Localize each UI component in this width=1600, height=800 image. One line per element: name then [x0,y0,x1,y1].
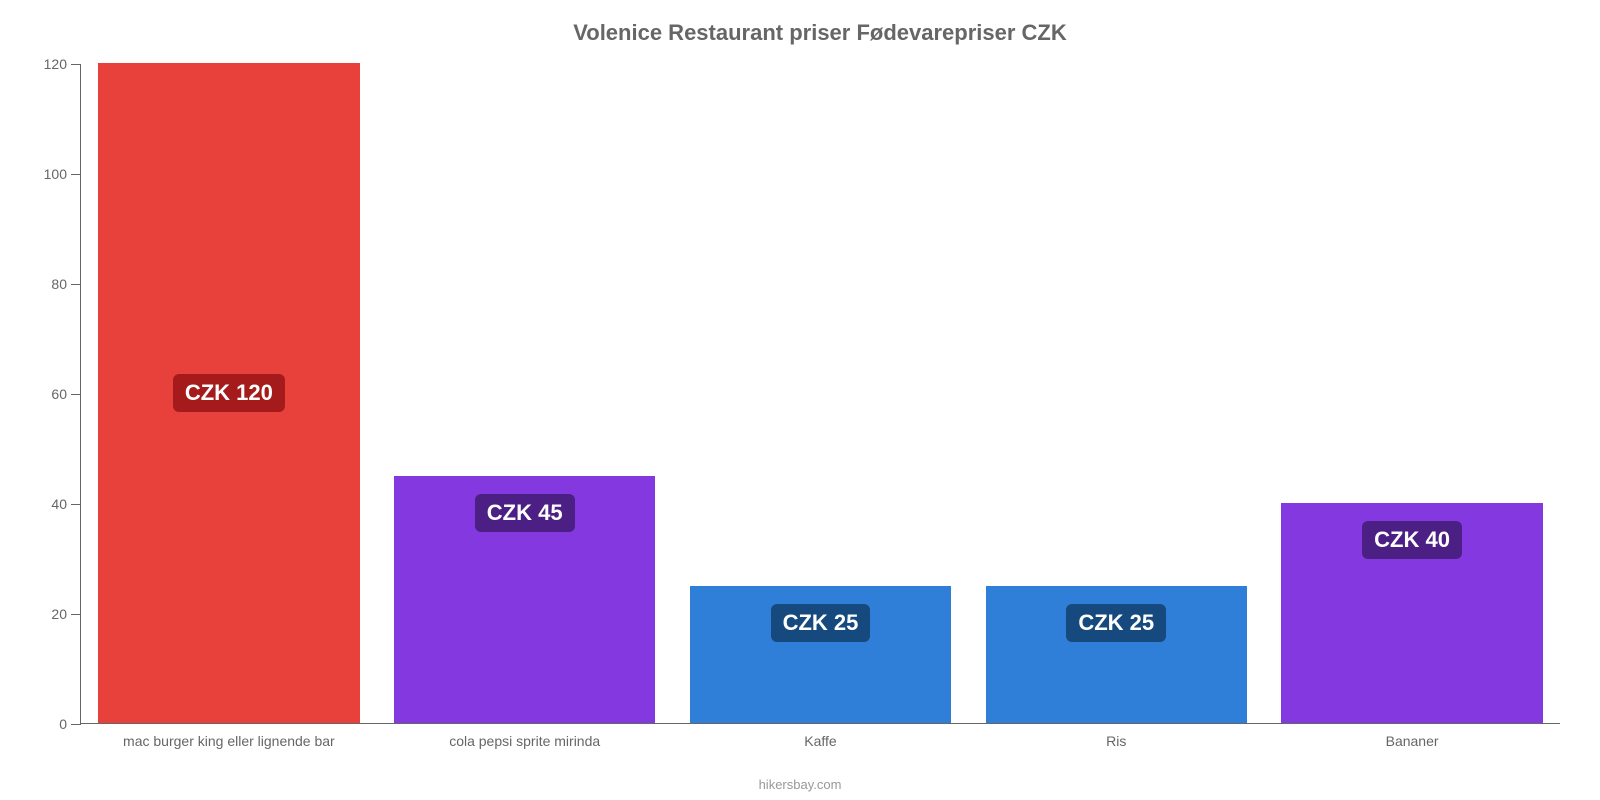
bar-slot: CZK 120mac burger king eller lignende ba… [88,63,369,723]
y-tick-label: 40 [51,496,81,512]
chart-footer: hikersbay.com [0,777,1600,792]
x-tick-label: Kaffe [804,733,836,749]
bar-slot: CZK 40Bananer [1272,503,1553,723]
x-tick-label: mac burger king eller lignende bar [123,733,335,749]
bar-value-label: CZK 120 [173,374,285,412]
bar: CZK 25 [986,586,1247,724]
y-tick-label: 120 [44,56,81,72]
y-tick-label: 20 [51,606,81,622]
y-tick-label: 100 [44,166,81,182]
bar-slot: CZK 25Ris [976,586,1257,724]
y-tick-label: 0 [59,716,81,732]
bar: CZK 40 [1281,503,1542,723]
bar-value-label: CZK 45 [475,494,575,532]
bar-slot: CZK 45cola pepsi sprite mirinda [384,476,665,724]
bars-region: CZK 120mac burger king eller lignende ba… [81,64,1560,723]
y-tick-label: 80 [51,276,81,292]
bar-slot: CZK 25Kaffe [680,586,961,724]
x-tick-label: Bananer [1386,733,1439,749]
bar-value-label: CZK 25 [771,604,871,642]
bar-value-label: CZK 40 [1362,521,1462,559]
bar-value-label: CZK 25 [1066,604,1166,642]
x-tick-label: Ris [1106,733,1126,749]
plot-area: CZK 120mac burger king eller lignende ba… [80,64,1560,724]
chart-container: Volenice Restaurant priser Fødevareprise… [0,0,1600,800]
x-tick-label: cola pepsi sprite mirinda [449,733,600,749]
bar: CZK 25 [690,586,951,724]
y-tick-label: 60 [51,386,81,402]
bar: CZK 45 [394,476,655,724]
bar: CZK 120 [98,63,359,723]
chart-title: Volenice Restaurant priser Fødevareprise… [80,20,1560,46]
